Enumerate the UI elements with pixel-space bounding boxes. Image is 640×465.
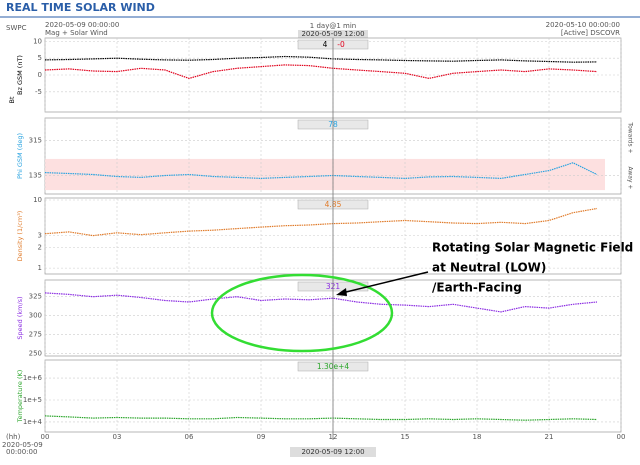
y-tick-label: 5 <box>38 54 42 62</box>
data-line <box>44 64 598 80</box>
y-tick-label: 1e+5 <box>23 396 42 404</box>
data-line <box>44 415 598 421</box>
y-tick-label: 325 <box>29 293 42 301</box>
y-tick-label: 10 <box>33 37 42 45</box>
annotation: /Earth-Facing <box>432 281 522 295</box>
data-line <box>44 55 598 63</box>
x-tick-label: 09 <box>257 433 266 441</box>
y-tick-label: 315 <box>29 136 42 144</box>
y-tick-label: 1e+6 <box>23 374 43 382</box>
annotation: Rotating Solar Magnetic Field <box>432 241 633 255</box>
spacecraft: [Active] DSCOVR <box>561 29 620 37</box>
x-tick-label: 12 <box>329 433 338 441</box>
annotation: at Neutral (LOW) <box>432 261 546 275</box>
x-tick-label: 18 <box>473 433 482 441</box>
side-label: Away + <box>627 167 634 190</box>
y-tick-label: 135 <box>29 171 42 179</box>
arrow-head <box>336 288 347 296</box>
cursor-time: 2020-05-09 12:00 <box>301 30 364 38</box>
y-tick-label: 2 <box>38 244 42 252</box>
data-line <box>44 292 598 313</box>
sector-band <box>45 158 605 191</box>
y-tick-label: 1e+4 <box>23 418 43 426</box>
y-axis-label: Bz GSM (nT) <box>16 55 24 95</box>
readout: 4 <box>323 40 328 49</box>
y-tick-label: 10 <box>33 196 42 204</box>
y-tick-label: 3 <box>38 232 42 240</box>
data-line <box>44 162 598 180</box>
x-tick-label: 21 <box>545 433 554 441</box>
cursor-time: 2020-05-09 12:00 <box>301 448 364 456</box>
y-tick-label: 1 <box>38 264 42 272</box>
y-axis-label: Phi GSM (deg) <box>16 133 24 179</box>
highlight-ellipse <box>210 273 394 353</box>
x-tick-label: 15 <box>401 433 410 441</box>
readout: -0 <box>337 40 345 49</box>
end-time: 2020-05-10 00:00:00 <box>546 21 620 29</box>
data-line <box>44 207 598 237</box>
x-tick-label: 00 <box>617 433 626 441</box>
x-tick-label: 03 <box>113 433 122 441</box>
y-tick-label: 275 <box>29 331 42 339</box>
start-time: 2020-05-09 00:00:00 <box>45 21 119 29</box>
product: Mag + Solar Wind <box>45 29 108 37</box>
y-tick-label: 0 <box>38 71 42 79</box>
cursor-box <box>298 30 368 38</box>
x-time: 00:00:00 <box>6 448 37 456</box>
y-tick-label: 300 <box>29 312 42 320</box>
side-label: Towards + <box>627 121 634 153</box>
cursor-box <box>290 447 376 457</box>
y-tick-label: -5 <box>35 88 42 96</box>
source: SWPC <box>6 24 27 32</box>
page-title: REAL TIME SOLAR WIND <box>6 1 155 14</box>
y-axis-label: Temperature (K) <box>16 370 24 424</box>
y-tick-label: 250 <box>29 350 42 358</box>
x-date: 2020-05-09 <box>2 441 43 449</box>
y-axis-label: Speed (km/s) <box>16 296 24 339</box>
span: 1 day@1 min <box>310 22 356 30</box>
y-axis-label: Density (1/cm³) <box>16 211 24 262</box>
y-axis-label: Bt <box>8 96 16 103</box>
x-unit: (hh) <box>6 433 21 441</box>
x-tick-label: 00 <box>41 433 50 441</box>
arrow <box>341 271 429 294</box>
x-tick-label: 06 <box>185 433 194 441</box>
